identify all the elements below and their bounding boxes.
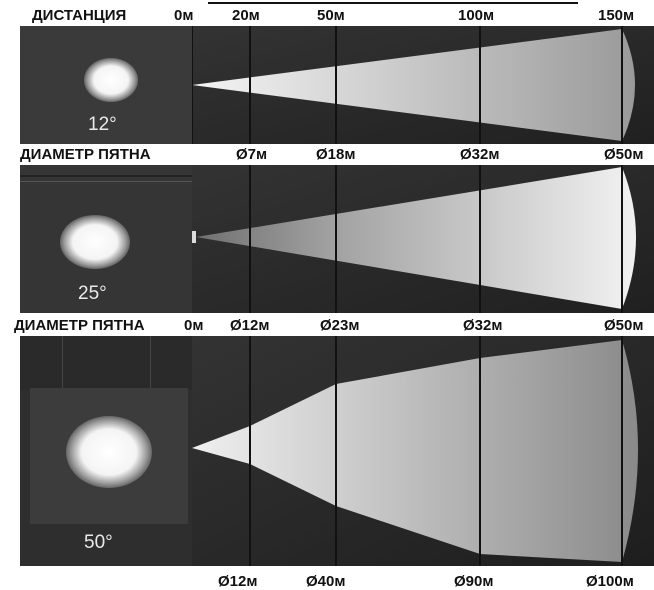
- distance-label-50: 50м: [317, 7, 345, 24]
- divider: [20, 175, 192, 177]
- beam-diagram-25: [192, 165, 654, 313]
- spot-photo-12: 12°: [20, 26, 192, 144]
- diameter-label: Ø23м: [320, 317, 360, 334]
- diameter-label: Ø100м: [586, 573, 634, 590]
- distance-label-20: 20м: [232, 7, 260, 24]
- diameter-label: Ø18м: [316, 146, 356, 163]
- light-cone: [192, 340, 638, 562]
- beam-angle-label: 25°: [78, 283, 107, 304]
- diameter-label: Ø50м: [604, 146, 644, 163]
- diameter-label: Ø12м: [230, 317, 270, 334]
- spot-photo-50: 50°: [20, 336, 206, 566]
- distance-zero-label: 0м: [184, 317, 204, 334]
- photo-inner: [30, 388, 188, 524]
- beam-diagram-50: [192, 336, 654, 566]
- diameter-label: Ø50м: [604, 317, 644, 334]
- diameter-label: Ø12м: [218, 573, 258, 590]
- background-strip: [20, 336, 206, 390]
- divider: [150, 336, 151, 390]
- distance-label-0: 0м: [174, 7, 194, 24]
- divider: [20, 181, 192, 182]
- diameter-title-row2: ДИАМЕТР ПЯТНА: [14, 317, 145, 334]
- light-cone: [192, 29, 635, 141]
- spot-photo-25: 25°: [20, 165, 192, 313]
- light-spot: [66, 416, 152, 488]
- beam-angle-label: 12°: [88, 114, 117, 135]
- beam-diagram-12: [192, 26, 654, 144]
- distance-title: ДИСТАНЦИЯ: [32, 7, 127, 24]
- light-cone: [196, 167, 636, 309]
- diameter-label: Ø7м: [236, 146, 268, 163]
- diameter-title-row1: ДИАМЕТР ПЯТНА: [20, 146, 151, 163]
- header-rule: [208, 2, 578, 4]
- beam-angle-label: 50°: [84, 532, 113, 553]
- light-spot: [60, 215, 130, 269]
- diameter-label: Ø32м: [463, 317, 503, 334]
- divider: [62, 336, 63, 390]
- distance-label-100: 100м: [458, 7, 495, 24]
- diameter-label: Ø32м: [460, 146, 500, 163]
- diameter-label: Ø40м: [306, 573, 346, 590]
- diameter-label: Ø90м: [454, 573, 494, 590]
- light-spot: [84, 58, 138, 102]
- distance-label-150: 150м: [598, 7, 635, 24]
